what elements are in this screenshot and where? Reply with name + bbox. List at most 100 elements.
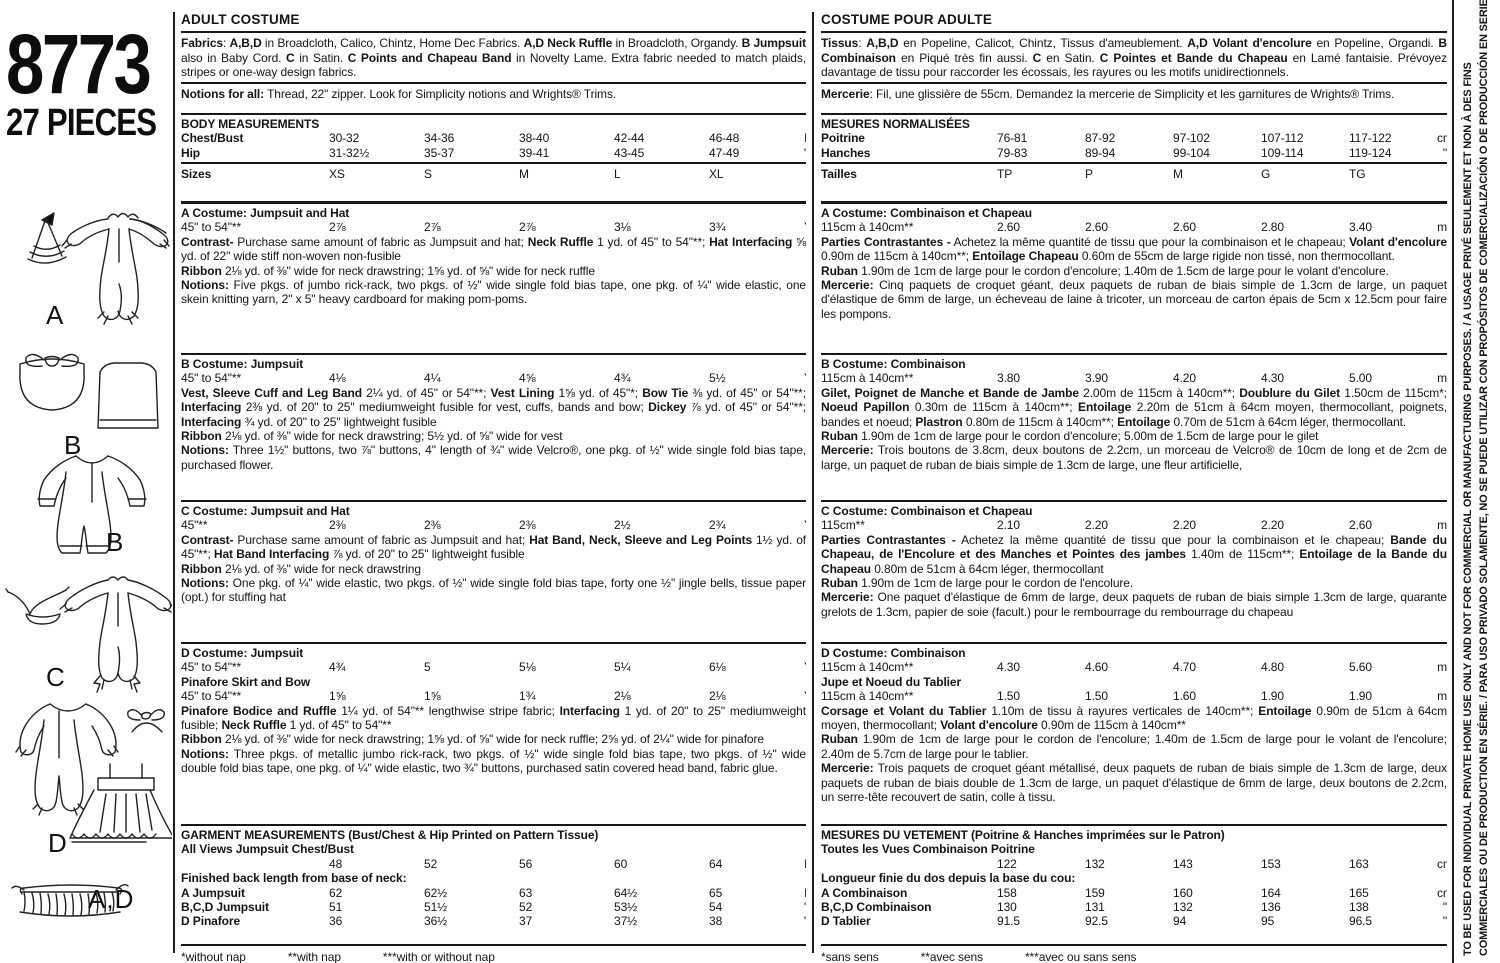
footnote-with-or-without-nap: ***with or without nap bbox=[382, 950, 495, 963]
d-jupe-subheading: Jupe et Noeud du Tablier bbox=[821, 674, 962, 689]
english-header-block: ADULT COSTUME Fabrics: A,B,D in Broadclo… bbox=[181, 12, 806, 113]
section-c-costume-fr: C Costume: Combinaison et Chapeau 115cm*… bbox=[821, 500, 1447, 642]
bcd-combinaison-row: B,C,D Combinaison 130 131 132 136 138 " bbox=[821, 900, 1447, 915]
d-mercerie-paragraph: Mercerie: Trois paquets de croquet géant… bbox=[821, 761, 1447, 805]
d-tablier-row: D Tablier 91.5 92.5 94 95 96.5 " bbox=[821, 914, 1447, 929]
garment-chest-row: 4852566064In bbox=[329, 856, 806, 871]
c-notions-paragraph: Notions: One pkg. of ¼" wide elastic, tw… bbox=[181, 576, 806, 605]
divider-illustrations-english bbox=[173, 12, 175, 953]
a-costume-heading: A Costume: Jumpsuit and Hat bbox=[181, 206, 350, 220]
english-column: ADULT COSTUME Fabrics: A,B,D in Broadclo… bbox=[181, 12, 806, 963]
a-costume-yardage-row: 45" to 54"**2⅞2⅞2⅞3⅛3¾Yd bbox=[181, 220, 806, 235]
a-combinaison-row: A Combinaison158159160164165cm bbox=[821, 885, 1447, 900]
d-costume-heading-fr: D Costume: Combinaison bbox=[821, 646, 966, 660]
pieces-count: 27 PIECES bbox=[6, 102, 157, 144]
mesures-vetement-fr: MESURES DU VETEMENT (Poitrine & Hanches … bbox=[821, 824, 1447, 944]
section-a-costume-fr: A Costume: Combinaison et Chapeau 115cm … bbox=[821, 201, 1447, 353]
side-restriction-text: TO BE USED FOR INDIVIDUAL PRIVATE HOME U… bbox=[1460, 0, 1492, 956]
label-view-a: A bbox=[46, 300, 65, 330]
footnote-with-nap: **with nap bbox=[287, 950, 341, 963]
b-pieces-paragraph-fr: Gilet, Poignet de Manche et Bande de Jam… bbox=[821, 385, 1447, 429]
garment-measurements-en: GARMENT MEASUREMENTS (Bust/Chest & Hip P… bbox=[181, 824, 806, 944]
sizes-row: Sizes XS S M L XL bbox=[181, 167, 724, 182]
d-ribbon-paragraph: Ribbon 2⅛ yd. of ⅜" wide for neck drawst… bbox=[181, 732, 764, 747]
section-a-costume-en: A Costume: Jumpsuit and Hat 45" to 54"**… bbox=[181, 201, 806, 353]
a-costume-metrage-row: 115cm à 140cm** 2.60 2.60 2.60 2.80 3.40 m bbox=[821, 220, 1447, 235]
mesures-vetement-heading: MESURES DU VETEMENT (Poitrine & Hanches … bbox=[821, 828, 1225, 842]
c-mercerie-paragraph: Mercerie: One paquet d'élastique de 6mm … bbox=[821, 590, 1447, 619]
b-costume-heading-fr: B Costume: Combinaison bbox=[821, 357, 966, 371]
b-costume-heading: B Costume: Jumpsuit bbox=[181, 357, 304, 371]
label-view-d: D bbox=[48, 828, 68, 858]
garment-measurements-heading: GARMENT MEASUREMENTS (Bust/Chest & Hip P… bbox=[181, 828, 599, 842]
section-d-costume-en: D Costume: Jumpsuit 45" to 54"** 4¾ 5 5⅛ 5¼ 6… bbox=[181, 642, 806, 824]
section-b-costume-fr: B Costume: Combinaison 115cm à 140cm** 3.… bbox=[821, 353, 1447, 500]
restriction-line-2: COMMERCIALES OU DE PRODUCTION EN SÉRIE. … bbox=[1478, 0, 1490, 956]
illustration-costume-a bbox=[27, 212, 170, 325]
a-notions-paragraph: Notions: Five pkgs. of jumbo rick-rack, … bbox=[181, 278, 806, 307]
illustration-costume-d bbox=[15, 703, 172, 843]
hanches-row: Hanches 79-83 89-94 99-104 109-114 119-124 " bbox=[821, 145, 1447, 160]
french-notions-for-all: Mercerie: Fil, une glissière de 55cm. De… bbox=[821, 86, 1395, 101]
label-view-ad: A,D bbox=[88, 884, 135, 914]
c-ribbon-paragraph: Ribbon 2⅛ yd. of ⅜" wide for neck drawst… bbox=[181, 561, 421, 576]
a-ruban-paragraph: Ruban 1.90m de 1cm de large pour le cord… bbox=[821, 263, 1389, 278]
french-column: COSTUME POUR ADULTE Tissus: A,B,D en Pop… bbox=[821, 12, 1447, 963]
side-restriction-panel: TO BE USED FOR INDIVIDUAL PRIVATE HOME U… bbox=[1452, 0, 1500, 963]
c-costume-metrage-row: 115cm** 2.10 2.20 2.20 2.20 2.60 m bbox=[821, 518, 1447, 533]
section-b-costume-en: B Costume: Jumpsuit 45" to 54"** 4⅛ 4¼ 4⅝ 4¾… bbox=[181, 353, 806, 500]
mesures-normalisees-heading: MESURES NORMALISÉES bbox=[821, 117, 970, 131]
b-ribbon-paragraph: Ribbon 2⅛ yd. of ⅜" wide for neck drawst… bbox=[181, 429, 563, 444]
d-pinafore-yardage-row: 45" to 54"**1⅝1⅝1¾2⅛2⅛Yd bbox=[181, 689, 806, 704]
c-contrastantes-paragraph: Parties Contrastantes - Achetez la même … bbox=[821, 532, 1447, 576]
c-costume-heading-fr: C Costume: Combinaison et Chapeau bbox=[821, 504, 1033, 518]
pattern-number: 8773 bbox=[6, 17, 152, 111]
d-costume-heading: D Costume: Jumpsuit bbox=[181, 646, 304, 660]
english-title: ADULT COSTUME bbox=[181, 12, 300, 27]
sens-footnote-fr: *sans sens **avec sens ***avec ou sans s… bbox=[821, 944, 1447, 963]
d-ruban-paragraph: Ruban 1.90m de 1cm de large pour le cord… bbox=[821, 732, 1447, 761]
section-d-costume-fr: D Costume: Combinaison 115cm à 140cm** 4.… bbox=[821, 642, 1447, 824]
poitrine-finie-row: 122132143153163cm bbox=[997, 856, 1447, 871]
longueur-finie-heading: Longueur finie du dos depuis la base du … bbox=[821, 871, 1076, 886]
illustration-costume-b-jumpsuit bbox=[37, 455, 147, 554]
french-header-block: COSTUME POUR ADULTE Tissus: A,B,D en Pop… bbox=[821, 12, 1447, 113]
c-contrast-paragraph: Contrast- Purchase same amount of fabric… bbox=[181, 532, 806, 562]
a-contrastantes-paragraph: Parties Contrastantes - Achetez la même … bbox=[821, 234, 1447, 264]
english-body-measurements: BODY MEASUREMENTS Chest/Bust 30-32 34-36 38… bbox=[181, 113, 806, 201]
b-notions-paragraph: Notions: Three 1½" buttons, two ⅞" butto… bbox=[181, 443, 806, 472]
french-title: COSTUME POUR ADULTE bbox=[821, 12, 993, 27]
a-costume-heading-fr: A Costume: Combinaison et Chapeau bbox=[821, 206, 1032, 220]
d-notions-paragraph: Notions: Three pkgs. of metallic jumbo r… bbox=[181, 746, 806, 776]
footnote-sans-sens: *sans sens bbox=[821, 950, 879, 963]
b-mercerie-paragraph: Mercerie: Trois boutons de 3.8cm, deux b… bbox=[821, 443, 1447, 472]
section-c-costume-en: C Costume: Jumpsuit and Hat 45"** 2⅜ 2⅜ 2⅜ 2… bbox=[181, 500, 806, 642]
c-ruban-paragraph: Ruban 1.90m de 1cm de large pour le cord… bbox=[821, 576, 1134, 591]
label-view-b1: B bbox=[64, 430, 83, 460]
divider-english-french bbox=[812, 12, 814, 953]
a-contrast-paragraph: Contrast- Purchase same amount of fabric… bbox=[181, 234, 806, 264]
body-measurements-heading: BODY MEASUREMENTS bbox=[181, 117, 320, 131]
brand-block: 8773 27 PIECES bbox=[6, 17, 157, 144]
a-ribbon-paragraph: Ribbon 2⅛ yd. of ⅜" wide for neck drawst… bbox=[181, 263, 595, 278]
c-costume-heading: C Costume: Jumpsuit and Hat bbox=[181, 504, 350, 518]
english-fabrics-text: Fabrics: A,B,D in Broadcloth, Calico, Ch… bbox=[181, 36, 806, 80]
garment-illustrations bbox=[0, 196, 172, 956]
d-pinafore-subheading: Pinafore Skirt and Bow bbox=[181, 674, 311, 689]
a-mercerie-paragraph: Mercerie: Cinq paquets de croquet géant,… bbox=[821, 278, 1447, 321]
b-costume-metrage-row: 115cm à 140cm** 3.80 3.90 4.20 4.30 5.00 m bbox=[821, 371, 1447, 386]
illustration-neck-ruffle bbox=[11, 883, 129, 917]
illustration-costume-c bbox=[5, 576, 172, 693]
c-costume-yardage-row: 45"**2⅜2⅜2⅜2½2¾Yd bbox=[181, 518, 806, 533]
back-length-heading: Finished back length from base of neck: bbox=[181, 871, 407, 886]
d-pieces-paragraph-fr: Corsage et Volant du Tablier 1.10m de ti… bbox=[821, 703, 1447, 733]
label-view-c: C bbox=[46, 662, 66, 692]
french-fabrics-text: Tissus: A,B,D en Popeline, Calicot, Chin… bbox=[821, 36, 1447, 80]
illustration-costume-b-dickey-vest bbox=[19, 353, 159, 429]
